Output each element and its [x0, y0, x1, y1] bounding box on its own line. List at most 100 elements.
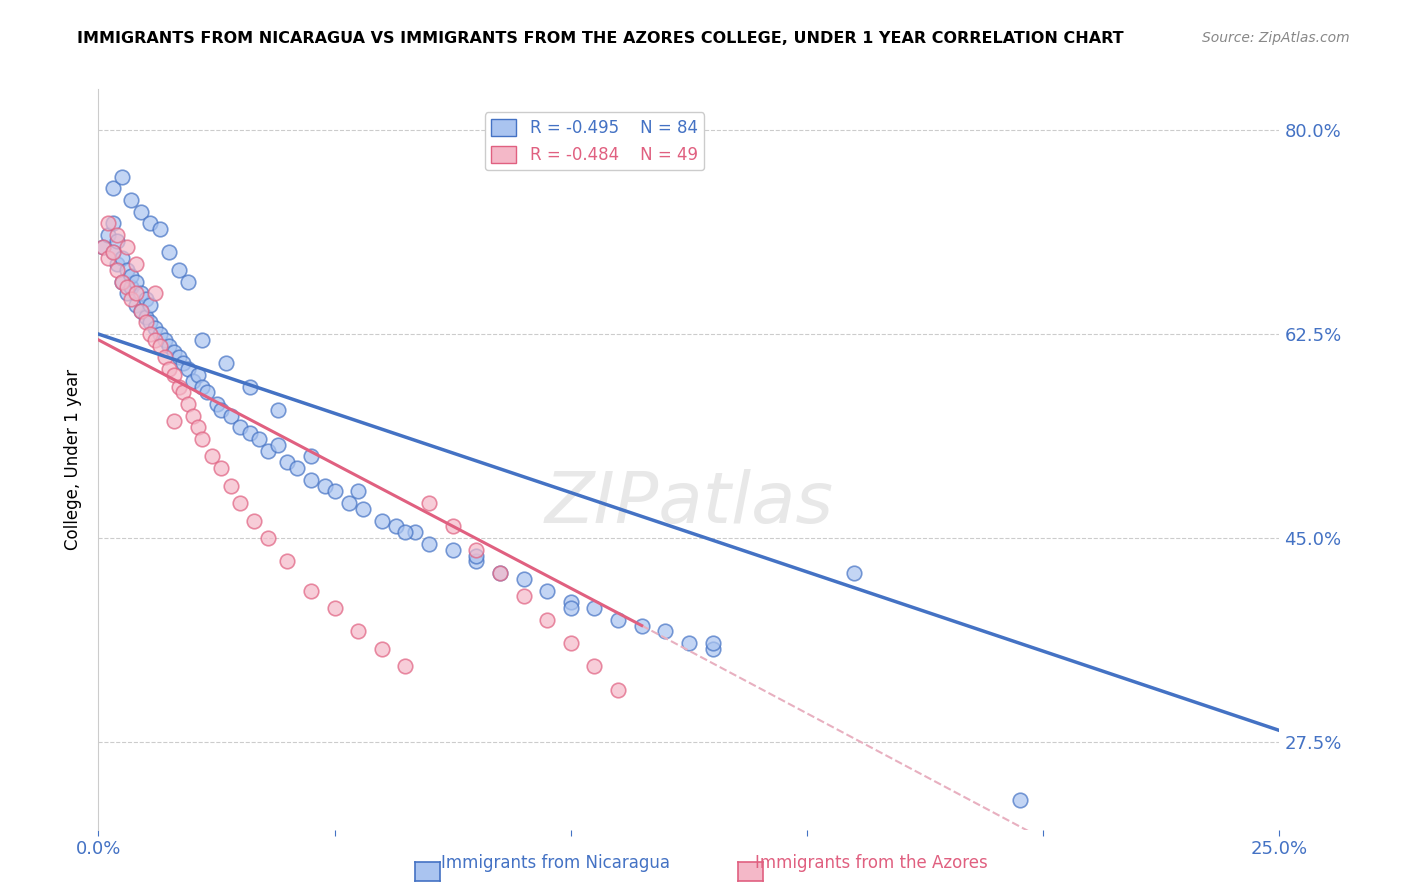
Point — [512, 572, 534, 586]
Point — [181, 374, 204, 388]
Point — [111, 169, 134, 184]
Point — [111, 275, 134, 289]
Point — [129, 204, 152, 219]
Point — [139, 216, 162, 230]
Point — [702, 636, 724, 650]
Point — [276, 554, 298, 568]
Point — [560, 601, 582, 615]
Point — [560, 636, 582, 650]
Point — [177, 397, 200, 411]
Point — [267, 438, 290, 452]
Point — [465, 549, 488, 563]
Point — [115, 263, 138, 277]
Point — [125, 257, 148, 271]
Point — [177, 362, 200, 376]
Text: Source: ZipAtlas.com: Source: ZipAtlas.com — [1202, 31, 1350, 45]
Point — [465, 542, 488, 557]
Point — [101, 245, 124, 260]
Y-axis label: College, Under 1 year: College, Under 1 year — [65, 368, 83, 550]
Point — [157, 362, 180, 376]
Point — [163, 415, 186, 429]
Point — [91, 239, 114, 253]
Point — [583, 601, 606, 615]
Point — [299, 473, 322, 487]
Point — [299, 450, 322, 464]
Point — [135, 315, 157, 329]
Point — [149, 339, 172, 353]
Point — [243, 514, 266, 528]
Point — [143, 286, 166, 301]
Point — [352, 502, 374, 516]
Point — [394, 525, 416, 540]
Point — [583, 659, 606, 673]
Point — [209, 402, 232, 417]
Point — [385, 519, 408, 533]
Point — [105, 227, 128, 242]
Point — [205, 397, 228, 411]
Point — [219, 478, 242, 492]
Point — [125, 298, 148, 312]
Point — [285, 461, 308, 475]
Point — [276, 455, 298, 469]
Point — [172, 356, 194, 370]
Point — [195, 385, 218, 400]
Point — [121, 292, 143, 306]
Point — [314, 478, 336, 492]
Point — [167, 379, 190, 393]
Point — [115, 286, 138, 301]
Point — [111, 252, 134, 266]
Point — [105, 234, 128, 248]
Point — [489, 566, 512, 580]
Point — [157, 245, 180, 260]
Point — [404, 525, 426, 540]
Point — [143, 333, 166, 347]
Point — [347, 624, 370, 639]
Point — [1008, 793, 1031, 807]
Point — [371, 514, 394, 528]
Text: Immigrants from the Azores: Immigrants from the Azores — [755, 855, 988, 872]
Point — [111, 275, 134, 289]
Point — [143, 321, 166, 335]
Point — [135, 310, 157, 324]
Point — [299, 583, 322, 598]
Point — [101, 245, 124, 260]
Point — [115, 280, 138, 294]
Point — [157, 339, 180, 353]
Point — [267, 402, 290, 417]
Point — [191, 379, 214, 393]
Point — [163, 344, 186, 359]
Text: ZIPatlas: ZIPatlas — [544, 469, 834, 538]
Point — [201, 450, 224, 464]
Point — [512, 590, 534, 604]
Point — [125, 286, 148, 301]
Point — [153, 333, 176, 347]
Point — [371, 641, 394, 656]
Point — [129, 303, 152, 318]
Point — [97, 227, 120, 242]
Point — [257, 443, 280, 458]
Point — [105, 263, 128, 277]
Point — [97, 216, 120, 230]
Legend: R = -0.495    N = 84, R = -0.484    N = 49: R = -0.495 N = 84, R = -0.484 N = 49 — [485, 112, 704, 170]
Point — [121, 280, 143, 294]
Point — [191, 333, 214, 347]
Point — [209, 461, 232, 475]
Point — [125, 275, 148, 289]
Point — [323, 484, 346, 499]
Point — [149, 326, 172, 341]
Point — [394, 659, 416, 673]
Point — [149, 222, 172, 236]
Point — [560, 595, 582, 609]
Point — [191, 432, 214, 446]
Point — [489, 566, 512, 580]
Point — [219, 409, 242, 423]
Point — [337, 496, 360, 510]
Text: IMMIGRANTS FROM NICARAGUA VS IMMIGRANTS FROM THE AZORES COLLEGE, UNDER 1 YEAR CO: IMMIGRANTS FROM NICARAGUA VS IMMIGRANTS … — [77, 31, 1123, 46]
Point — [678, 636, 700, 650]
Point — [654, 624, 676, 639]
Point — [121, 268, 143, 283]
Point — [153, 351, 176, 365]
Point — [139, 326, 162, 341]
Point — [187, 368, 209, 382]
Point — [239, 379, 262, 393]
